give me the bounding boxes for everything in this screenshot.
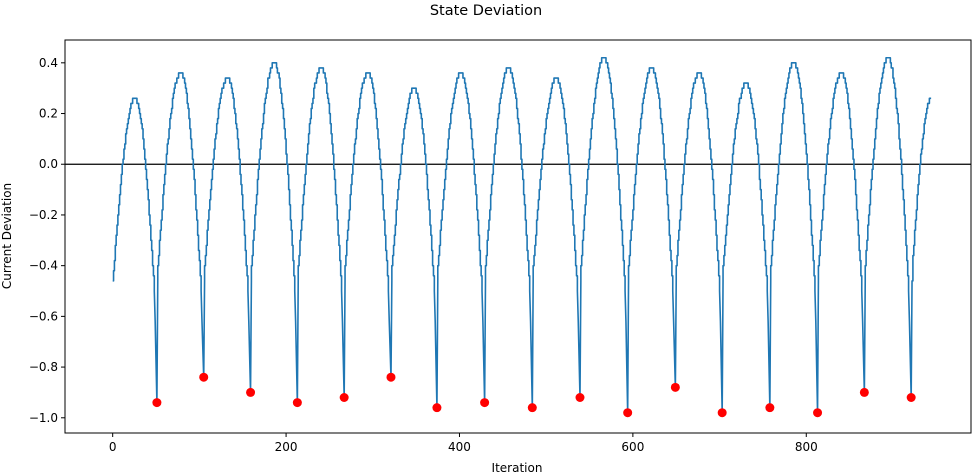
x-tick-label: 0 — [109, 440, 117, 454]
x-tick-label: 600 — [621, 440, 644, 454]
x-tick-label: 400 — [448, 440, 471, 454]
minimum-point — [717, 408, 727, 418]
x-axis-label: Iteration — [492, 461, 543, 475]
y-tick-label: −1.0 — [29, 411, 58, 425]
minimum-point — [339, 393, 349, 403]
minimum-point — [199, 372, 209, 382]
y-tick-label: −0.2 — [29, 208, 58, 222]
y-axis-label: Current Deviation — [0, 183, 14, 289]
y-tick-label: 0.0 — [39, 157, 58, 171]
minimum-point — [432, 403, 442, 413]
minimum-point — [765, 403, 775, 413]
minimum-point — [386, 372, 396, 382]
minimum-point — [813, 408, 823, 418]
x-tick-label: 800 — [795, 440, 818, 454]
y-tick-label: −0.8 — [29, 360, 58, 374]
y-tick-label: 0.4 — [39, 56, 58, 70]
minimum-point — [292, 398, 302, 408]
minimum-point — [152, 398, 162, 408]
plot-area: 0 200 400 600 800 −1.0 −0.8 −0.6 −0.4 −0.2 0.0 0.2 0… — [29, 39, 972, 454]
minimum-point — [527, 403, 537, 413]
chart-title: State Deviation — [430, 3, 542, 19]
deviation-line — [112, 56, 932, 414]
minimum-point — [906, 393, 916, 403]
plot-frame — [64, 39, 972, 434]
minimum-point — [246, 387, 256, 397]
y-tick-label: −0.4 — [29, 259, 58, 273]
x-tick-label: 200 — [275, 440, 298, 454]
minimum-point — [670, 382, 680, 392]
y-tick-label: −0.6 — [29, 309, 58, 323]
minimum-point — [575, 393, 585, 403]
minimum-point — [859, 387, 869, 397]
minimum-point — [480, 398, 490, 408]
y-tick-label: 0.2 — [39, 107, 58, 121]
minimum-point — [623, 408, 633, 418]
